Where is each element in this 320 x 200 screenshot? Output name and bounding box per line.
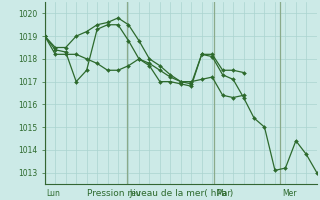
Text: Jeu: Jeu bbox=[129, 189, 141, 198]
Text: Lun: Lun bbox=[46, 189, 60, 198]
Text: Mar: Mar bbox=[216, 189, 230, 198]
Text: Pression niveau de la mer( hPa ): Pression niveau de la mer( hPa ) bbox=[87, 189, 233, 198]
Text: Mer: Mer bbox=[282, 189, 296, 198]
